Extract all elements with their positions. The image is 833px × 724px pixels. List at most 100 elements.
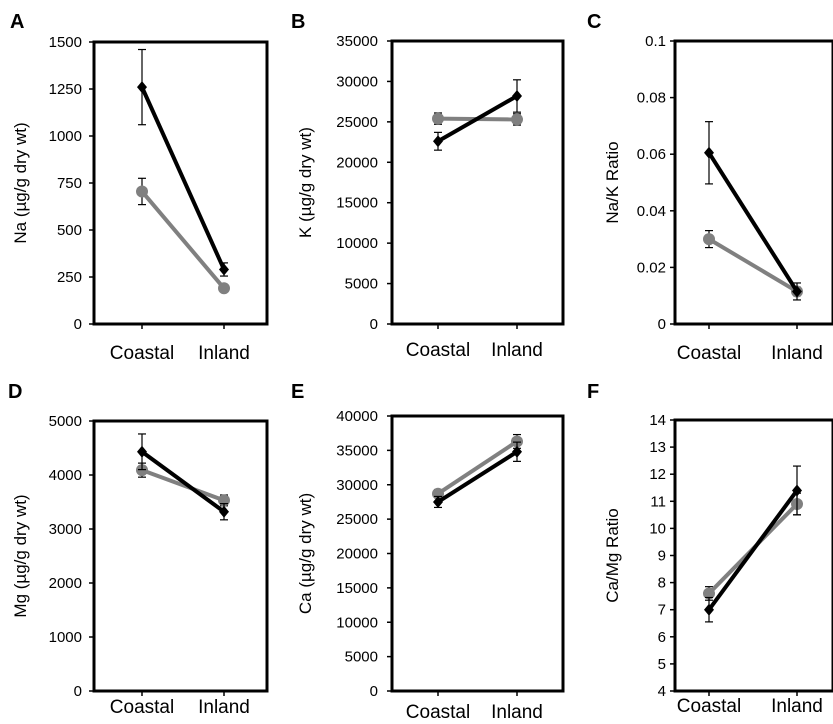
y-tick-label: 15000 (336, 195, 378, 212)
x-category-label: Coastal (677, 696, 741, 717)
series-gray (703, 230, 803, 298)
y-axis-label: Ca (µg/g dry wt) (296, 493, 315, 614)
x-category-label: Coastal (677, 343, 741, 364)
y-tick-label: 4000 (49, 467, 82, 484)
series-black (433, 79, 522, 151)
y-tick-label: 5000 (345, 649, 378, 666)
y-tick-label: 10 (649, 520, 666, 537)
data-point-diamond (704, 603, 714, 616)
data-point-circle (511, 435, 523, 448)
y-tick-label: 10000 (336, 614, 378, 631)
data-point-diamond (792, 285, 802, 298)
x-category-label: Inland (771, 696, 823, 717)
series-line (436, 450, 519, 504)
y-tick-label: 35000 (336, 33, 378, 50)
y-tick-label: 25000 (336, 511, 378, 528)
y-axis-label: Ca/Mg Ratio (603, 508, 622, 602)
series-line (141, 468, 225, 503)
series-line (707, 489, 799, 611)
series-gray (432, 433, 523, 500)
y-tick-label: 250 (57, 269, 82, 286)
y-tick-label: 4 (658, 683, 666, 700)
panel-letter: F (587, 381, 599, 403)
x-category-label: Coastal (406, 702, 470, 723)
y-tick-label: 0 (74, 683, 82, 700)
series-black (704, 121, 802, 301)
panel-letter: E (291, 381, 304, 403)
plot-frame (673, 418, 833, 693)
y-tick-label: 13 (649, 439, 666, 456)
panel-a: A 0 250 500 750 1000 1250 1500 Coastal Inland Na (… (10, 11, 269, 364)
y-tick-label: 1500 (49, 34, 82, 51)
series-gray (136, 462, 230, 507)
x-category-label: Inland (491, 340, 543, 361)
y-tick-label: 40000 (336, 408, 378, 425)
y-tick-label: 0 (658, 316, 666, 333)
panel-letter: B (291, 11, 305, 33)
plot-frame (390, 39, 565, 326)
panel-letter: A (10, 11, 24, 33)
y-tick-label: 20000 (336, 546, 378, 563)
y-tick-label: 3000 (49, 521, 82, 538)
y-tick-label: 0.1 (645, 33, 666, 50)
plot-frame (673, 39, 833, 326)
series-black (137, 433, 229, 521)
data-point-circle (703, 587, 715, 600)
data-point-diamond (137, 445, 147, 458)
series-line (140, 86, 226, 271)
y-tick-label: 1000 (49, 128, 82, 145)
y-tick-label: 11 (650, 493, 666, 510)
data-point-diamond (512, 89, 522, 102)
data-point-diamond (219, 505, 229, 518)
data-point-diamond (792, 484, 802, 497)
y-tick-label: 0.02 (637, 259, 666, 276)
series-black (704, 465, 802, 623)
y-tick-label: 20000 (336, 154, 378, 171)
series-gray (703, 492, 803, 601)
series-line (140, 190, 226, 290)
y-tick-label: 0.04 (637, 203, 666, 220)
y-tick-label: 6 (658, 629, 666, 646)
data-point-diamond (433, 495, 443, 508)
series-line (707, 237, 799, 294)
y-tick-label: 30000 (336, 73, 378, 90)
panel-letter: D (8, 381, 22, 403)
series-gray (136, 177, 230, 295)
y-tick-label: 10000 (336, 235, 378, 252)
y-tick-label: 0.06 (637, 146, 666, 163)
y-axis-label: Na/K Ratio (603, 141, 622, 223)
y-tick-label: 14 (649, 412, 666, 429)
y-tick-label: 0 (74, 316, 82, 333)
panel-c: C 0 0.02 0.04 0.06 0.08 0.1 Coastal Inland Na/K R… (587, 11, 833, 364)
x-category-label: Coastal (110, 343, 174, 364)
y-tick-label: 5 (658, 656, 666, 673)
y-axis-label: Mg (µg/g dry wt) (11, 494, 30, 617)
panel-f: F 4 5 6 7 8 9 10 11 12 13 14 Coastal Inland Ca/Mg Rati… (587, 381, 833, 717)
data-point-diamond (137, 81, 147, 94)
panel-e: E 0 5000 10000 15000 20000 25000 30000 35000 4000… (291, 381, 565, 723)
x-category-label: Coastal (110, 697, 174, 718)
data-point-circle (136, 185, 148, 198)
y-tick-label: 8 (658, 575, 666, 592)
y-tick-label: 500 (57, 222, 82, 239)
panel-letter: C (587, 11, 601, 33)
plot-frame (92, 419, 269, 693)
y-tick-label: 12 (649, 466, 666, 483)
data-point-circle (218, 282, 230, 295)
x-category-label: Inland (198, 697, 250, 718)
data-point-diamond (433, 135, 443, 148)
y-tick-label: 0 (370, 316, 378, 333)
panel-d: D 0 1000 2000 3000 4000 5000 Coastal Inland Mg (µ… (8, 381, 269, 718)
data-point-circle (703, 233, 715, 246)
y-tick-label: 1000 (49, 629, 82, 646)
x-category-label: Inland (198, 343, 250, 364)
y-tick-label: 2000 (49, 575, 82, 592)
y-tick-label: 1250 (49, 81, 82, 98)
y-tick-label: 0.08 (637, 90, 666, 107)
x-category-label: Inland (491, 702, 543, 723)
y-tick-label: 15000 (336, 580, 378, 597)
series-line (437, 94, 518, 143)
x-category-label: Coastal (406, 340, 470, 361)
panel-b: B 0 5000 10000 15000 20000 25000 30000 35000 Coas… (291, 11, 565, 361)
